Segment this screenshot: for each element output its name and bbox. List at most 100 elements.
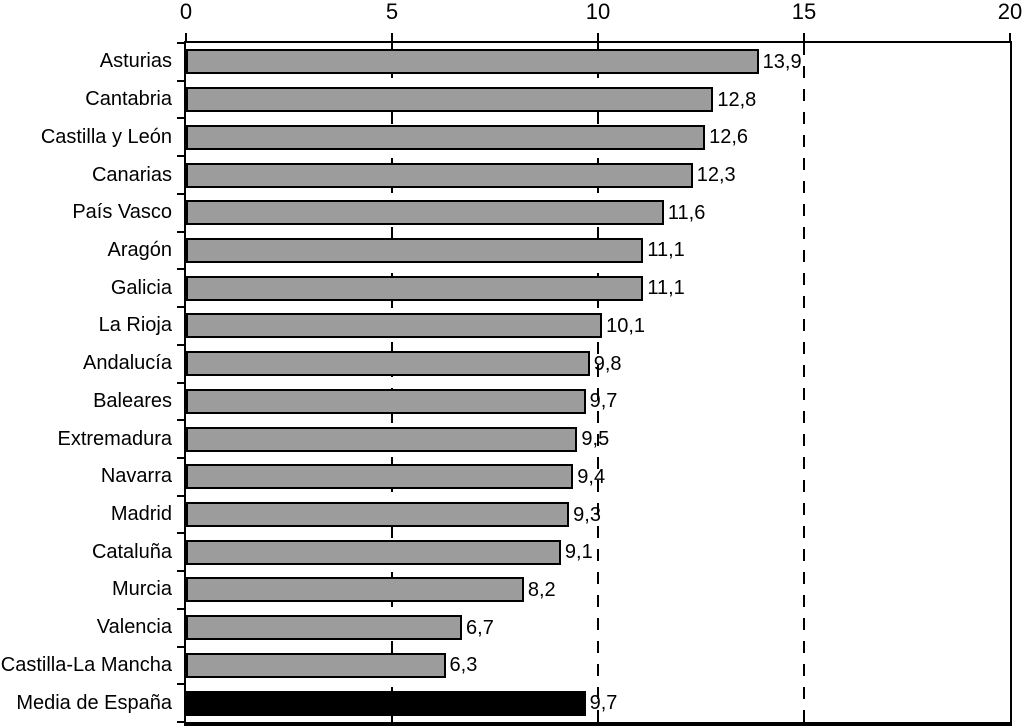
x-tick-mark xyxy=(185,33,187,41)
category-label: Asturias xyxy=(99,50,172,73)
bar xyxy=(186,162,693,188)
chart-row: 9,7 xyxy=(186,383,1010,421)
category-label: Castilla y León xyxy=(40,125,172,148)
value-label: 9,5 xyxy=(581,428,610,451)
category-label: Madrid xyxy=(110,503,172,526)
y-tick-mark xyxy=(177,192,184,195)
category-label: Cantabria xyxy=(85,88,172,111)
y-tick-mark xyxy=(177,343,184,346)
value-label: 13,9 xyxy=(762,50,802,73)
chart-row: 10,1 xyxy=(186,307,1010,345)
y-tick-mark xyxy=(177,494,184,497)
category-label: Castilla-La Mancha xyxy=(0,653,172,676)
category-label: La Rioja xyxy=(98,314,172,337)
category-label: Andalucía xyxy=(83,352,172,375)
value-label: 12,6 xyxy=(709,126,749,149)
gridline-15 xyxy=(803,43,805,722)
category-label: Extremadura xyxy=(57,427,173,450)
value-label: 8,2 xyxy=(527,578,556,601)
plot-area: 13,9 12,8 12,6 12,3 11,6 11,1 11,1 10,1 9,8 9,7 9,… xyxy=(177,41,1012,726)
bar xyxy=(186,49,759,75)
category-label: Valencia xyxy=(96,616,172,639)
value-label: 9,4 xyxy=(577,465,606,488)
value-label: 9,8 xyxy=(593,352,622,375)
y-tick-mark xyxy=(177,381,184,384)
bar xyxy=(186,313,603,339)
value-label: 11,6 xyxy=(667,201,706,224)
y-tick-mark xyxy=(177,230,184,233)
x-tick-mark xyxy=(1009,33,1011,41)
value-label: 6,3 xyxy=(449,654,478,677)
chart-row: 9,7 xyxy=(186,684,1010,722)
bar xyxy=(186,426,578,452)
value-label: 10,1 xyxy=(606,314,646,337)
chart-row: 11,1 xyxy=(186,269,1010,307)
x-tick-label: 15 xyxy=(791,0,817,24)
y-tick-mark xyxy=(177,419,184,422)
x-tick-mark xyxy=(391,33,393,41)
value-label: 11,1 xyxy=(647,239,685,262)
bar xyxy=(186,502,570,528)
chart-row: 6,7 xyxy=(186,609,1010,647)
category-axis-labels: Asturias Cantabria Castilla y León Canarias… xyxy=(0,43,178,722)
bar xyxy=(186,351,590,377)
chart-row: 12,3 xyxy=(186,156,1010,194)
category-label: Navarra xyxy=(100,465,172,488)
bar xyxy=(186,200,664,226)
category-label: Aragón xyxy=(107,238,173,261)
bar xyxy=(186,464,574,490)
x-axis-top: 0 5 10 15 20 xyxy=(180,0,1022,41)
category-label: Media de España xyxy=(16,691,172,714)
y-tick-mark xyxy=(177,268,184,271)
x-tick-label: 10 xyxy=(585,0,611,24)
y-tick-mark xyxy=(177,683,184,686)
bar xyxy=(186,275,644,301)
x-tick-label: 20 xyxy=(997,0,1023,24)
bar xyxy=(186,237,644,263)
chart-row: 11,1 xyxy=(186,232,1010,270)
bar xyxy=(186,388,586,414)
category-label: Murcia xyxy=(111,578,172,601)
gridline-5 xyxy=(391,43,393,722)
y-tick-mark xyxy=(177,42,184,44)
chart-row: 11,6 xyxy=(186,194,1010,232)
x-tick-label: 5 xyxy=(385,0,399,24)
y-tick-mark xyxy=(177,721,184,723)
x-tick-mark xyxy=(803,33,805,41)
bar xyxy=(186,87,714,113)
chart-row: 9,3 xyxy=(186,496,1010,534)
y-tick-mark xyxy=(177,645,184,648)
value-label: 9,7 xyxy=(589,390,618,413)
y-tick-mark xyxy=(177,79,184,82)
chart-row: 9,8 xyxy=(186,345,1010,383)
bar-highlight xyxy=(186,690,586,716)
value-label: 12,8 xyxy=(717,88,757,111)
category-label: País Vasco xyxy=(72,201,172,224)
value-label: 6,7 xyxy=(466,616,494,639)
chart-row: 8,2 xyxy=(186,571,1010,609)
value-label: 9,3 xyxy=(573,503,601,526)
category-label: Canarias xyxy=(91,163,172,186)
chart-row: 9,1 xyxy=(186,533,1010,571)
category-label: Baleares xyxy=(93,389,172,412)
value-label: 11,1 xyxy=(647,277,685,300)
bar xyxy=(186,652,446,678)
y-tick-mark xyxy=(177,570,184,573)
chart-row: 13,9 xyxy=(186,43,1010,81)
y-tick-mark xyxy=(177,607,184,610)
x-tick-label: 0 xyxy=(179,0,193,24)
gridline-10 xyxy=(597,43,599,722)
chart-row: 9,4 xyxy=(186,458,1010,496)
y-tick-mark xyxy=(177,117,184,120)
bar xyxy=(186,577,524,603)
chart-row: 12,6 xyxy=(186,118,1010,156)
value-label: 9,7 xyxy=(589,692,618,715)
y-tick-mark xyxy=(177,532,184,535)
category-label: Cataluña xyxy=(91,540,172,563)
category-label: Galicia xyxy=(110,276,172,299)
bar xyxy=(186,615,463,641)
bar xyxy=(186,539,561,565)
y-tick-mark xyxy=(177,306,184,309)
x-tick-mark xyxy=(597,33,599,41)
